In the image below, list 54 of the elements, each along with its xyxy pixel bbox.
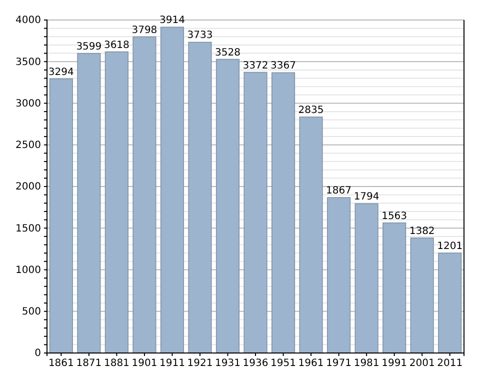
y-tick-label: 1000: [16, 264, 41, 276]
y-tick-label: 4000: [16, 15, 41, 26]
bar: [438, 252, 462, 354]
bar: [382, 222, 406, 354]
x-tick-label: 1951: [270, 358, 296, 370]
data-label: 1867: [326, 186, 352, 197]
bar: [327, 197, 351, 354]
x-tick-label: 1961: [298, 358, 324, 370]
data-label: 1563: [382, 210, 408, 222]
bar: [160, 26, 184, 354]
data-label: 3733: [187, 30, 213, 42]
x-tick-label: 1931: [215, 358, 240, 370]
x-tick-label: 1921: [187, 358, 213, 370]
data-label: 3914: [159, 15, 185, 26]
bar: [77, 52, 101, 354]
x-tick-label: 2011: [437, 358, 463, 370]
bar: [271, 72, 296, 354]
data-label: 1382: [409, 226, 435, 237]
x-tick-label: 2001: [409, 358, 435, 370]
x-tick-label: 1881: [104, 358, 130, 370]
bar: [299, 116, 323, 354]
data-label: 1794: [354, 192, 380, 203]
bar: [49, 78, 73, 354]
data-label: 3618: [104, 40, 130, 51]
data-label: 3294: [48, 66, 74, 78]
y-tick-label: 0: [34, 348, 41, 360]
data-label: 3798: [132, 24, 158, 36]
data-label: 3372: [242, 60, 268, 72]
data-label: 3367: [270, 60, 296, 72]
x-tick-label: 1936: [242, 358, 268, 370]
x-tick-label: 1871: [76, 358, 102, 370]
data-label: 3528: [215, 47, 240, 58]
y-tick-label: 1500: [16, 223, 41, 234]
bar: [132, 36, 156, 354]
x-tick-label: 1901: [132, 358, 158, 370]
y-tick-label: 500: [22, 306, 41, 318]
x-tick-label: 1861: [48, 358, 74, 370]
x-tick-label: 1981: [354, 358, 380, 370]
bar: [188, 42, 212, 354]
bar: [216, 58, 240, 354]
data-label: 3599: [76, 41, 102, 52]
data-label: 1201: [437, 241, 463, 252]
y-tick-label: 3000: [16, 98, 41, 110]
bar: [410, 238, 434, 354]
bar: [354, 203, 378, 354]
y-tick-label: 2500: [16, 140, 41, 152]
data-label: 2835: [298, 104, 324, 116]
y-tick-label: 3500: [16, 56, 41, 68]
bar: [244, 72, 268, 354]
x-tick-label: 1971: [326, 358, 352, 370]
bar: [104, 51, 128, 354]
x-tick-label: 1911: [159, 358, 185, 370]
x-tick-label: 1991: [382, 358, 408, 370]
y-tick-label: 2000: [16, 182, 41, 193]
